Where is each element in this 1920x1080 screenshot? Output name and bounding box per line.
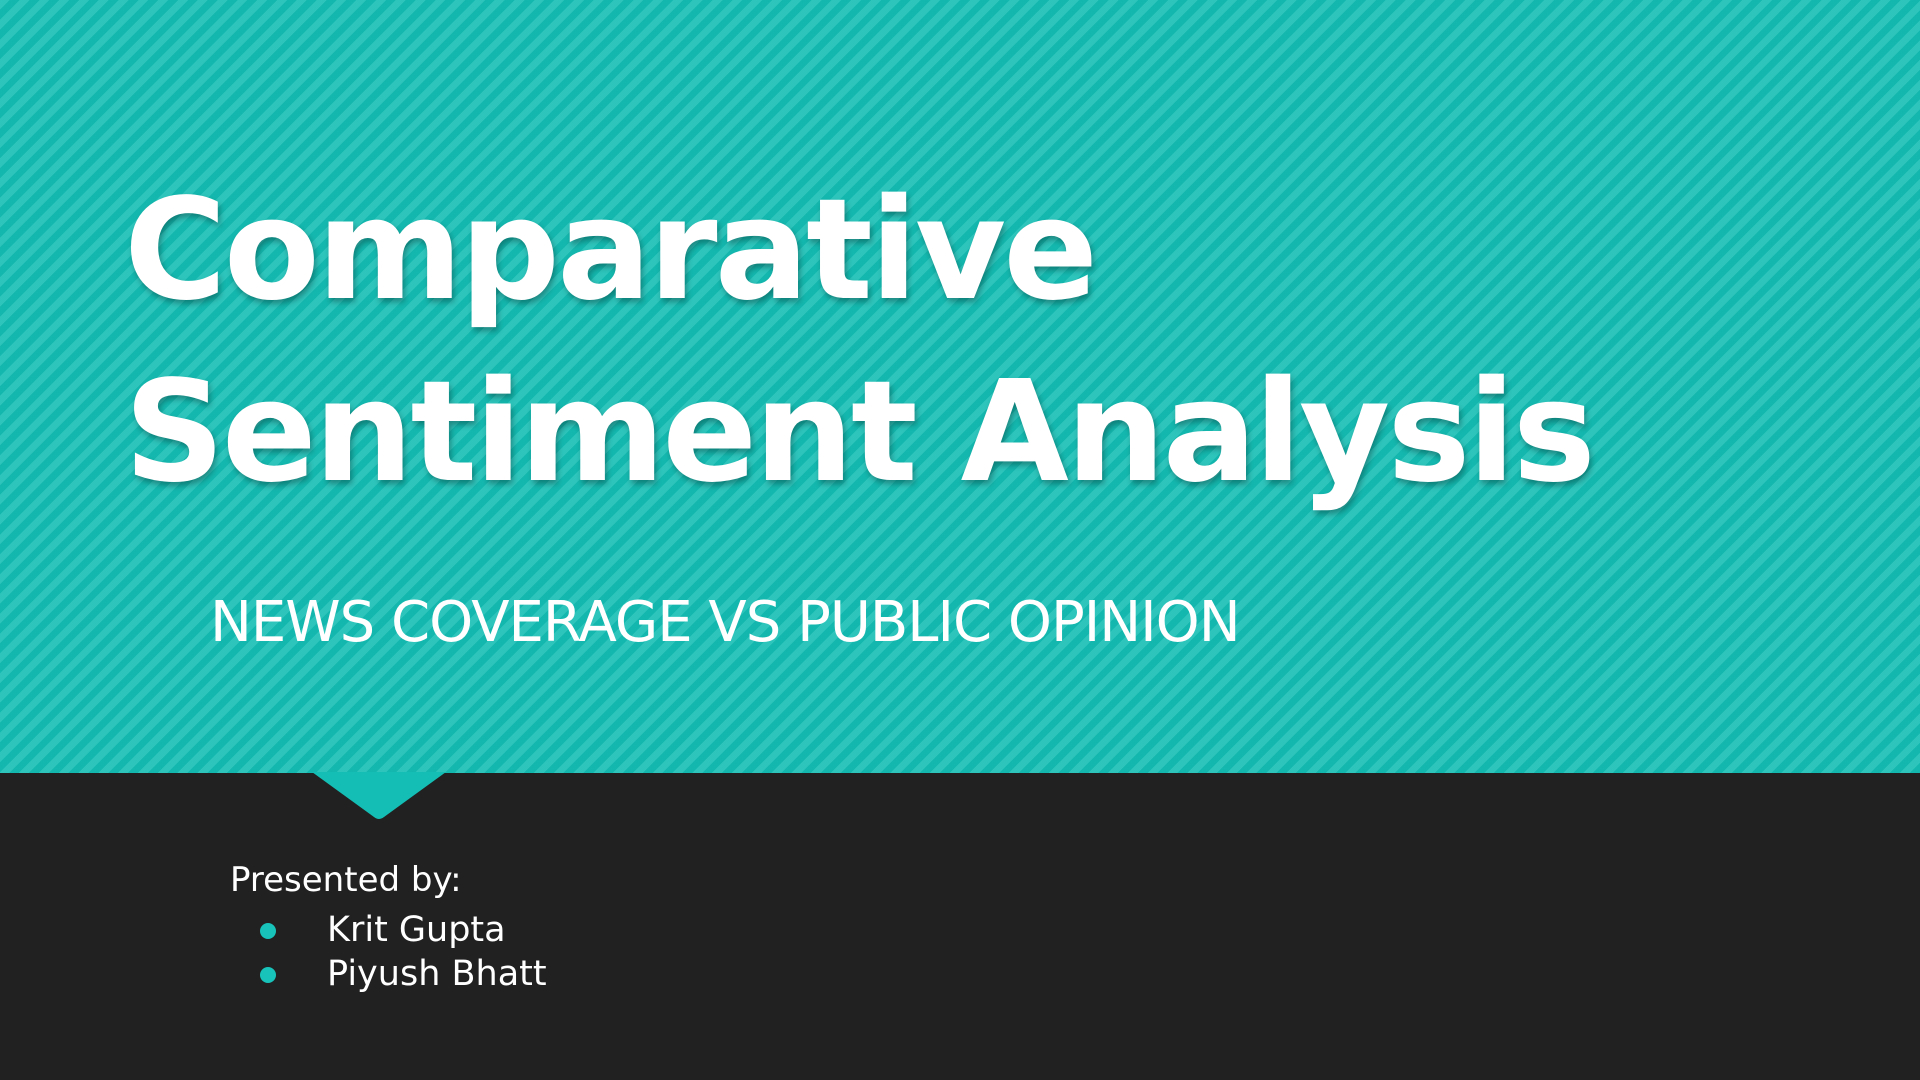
presenter-name: Piyush Bhatt <box>327 954 547 994</box>
dark-footer-band <box>0 773 1920 1080</box>
slide-title-line-2: Sentiment Analysis <box>124 351 1596 514</box>
presenter-name: Krit Gupta <box>327 910 506 950</box>
presented-by-label: Presented by: <box>230 860 462 900</box>
slide-title-line-1: Comparative <box>124 169 1098 332</box>
presenter-item: Piyush Bhatt <box>230 952 547 996</box>
dot-bullet-icon <box>260 967 276 983</box>
striped-header-band <box>0 0 1920 773</box>
slide-subtitle: NEWS COVERAGE VS PUBLIC OPINION <box>210 590 1241 655</box>
presenter-list: Krit Gupta Piyush Bhatt <box>230 908 547 996</box>
presenter-item: Krit Gupta <box>230 908 547 952</box>
dot-bullet-icon <box>260 923 276 939</box>
downward-pointer-triangle <box>312 772 446 819</box>
slide-title: Comparative Sentiment Analysis <box>124 160 1884 524</box>
presenters-block: Presented by: Krit Gupta Piyush Bhatt <box>230 858 547 996</box>
